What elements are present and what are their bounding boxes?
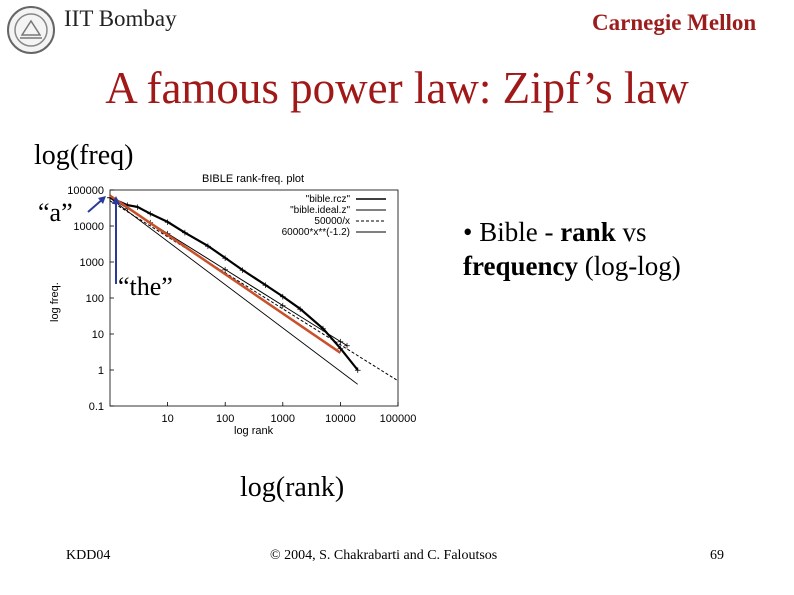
x-axis-caption: log(rank) [240,472,345,503]
chart-x-label: log rank [234,425,274,437]
arrow-a-head [98,196,106,204]
y-tick-label: 10000 [73,221,104,233]
series-point: + [181,229,189,239]
series-point: + [319,325,327,335]
series-point: + [279,301,287,311]
bullet-vs: vs [615,217,647,247]
series-point: + [262,281,270,291]
y-tick-label: 1000 [80,257,104,269]
legend-label-3: 50000/x [314,216,350,227]
series-point: + [337,337,345,347]
chart-y-label: log freq. [49,282,61,322]
series-point: + [134,203,142,213]
y-tick-label: 0.1 [89,401,104,413]
university-name: Carnegie Mellon [592,10,757,35]
series-point: + [337,344,345,354]
x-tick-label: 1000 [271,413,295,425]
x-tick-label: 10000 [325,413,356,425]
series-point: + [343,341,351,351]
annotation-the: “the” [118,272,173,301]
bullet-frequency: frequency [463,251,578,281]
chart-title: BIBLE rank-freq. plot [202,173,304,185]
bullet-suffix: (log-log) [578,251,681,281]
fit-line [109,194,342,354]
y-tick-label: 10 [92,329,104,341]
slide-title: A famous power law: Zipf’s law [105,63,689,113]
series-point: + [279,293,287,303]
series-line-4 [109,197,358,385]
bullet-rank: rank [560,217,616,247]
series-point: + [239,266,247,276]
y-tick-label: 100000 [67,185,104,197]
series-point: + [296,305,304,315]
x-tick-label: 100 [216,413,234,425]
y-axis-caption: log(freq) [34,140,134,171]
series-point: + [221,254,229,264]
footer-left: KDD04 [66,548,111,563]
x-tick-label: 100000 [380,413,417,425]
series-point: + [164,218,172,228]
bullet-text: • Bible - rank vs frequency (log-log) [463,215,763,283]
series-point: + [124,204,132,214]
legend-label-2: "bible.ideal.z" [290,205,350,216]
bullet-prefix: • Bible - [463,217,561,247]
series-point: + [354,366,362,376]
page-number: 69 [710,548,724,563]
annotation-arrows [87,196,120,284]
legend-label-1: "bible.rcz" [306,194,351,205]
series-point: + [204,242,212,252]
series-line-1 [109,196,359,371]
zipf-chart: 10 100 1000 10000 10000010000010000100010010… [49,173,417,437]
annotation-a: “a” [38,198,73,227]
series-point: + [146,210,154,220]
series-line-3 [109,200,399,382]
institution-name: IIT Bombay [64,6,177,31]
y-tick-label: 100 [86,293,104,305]
series-point: + [221,265,229,275]
legend-label-4: 60000*x**(-1.2) [282,227,350,238]
iit-bombay-logo [7,6,55,54]
y-tick-label: 1 [98,365,104,377]
footer-copyright: © 2004, S. Chakrabarti and C. Faloutsos [270,548,498,563]
x-tick-label: 10 [161,413,173,425]
arrow-the-head [112,196,120,204]
